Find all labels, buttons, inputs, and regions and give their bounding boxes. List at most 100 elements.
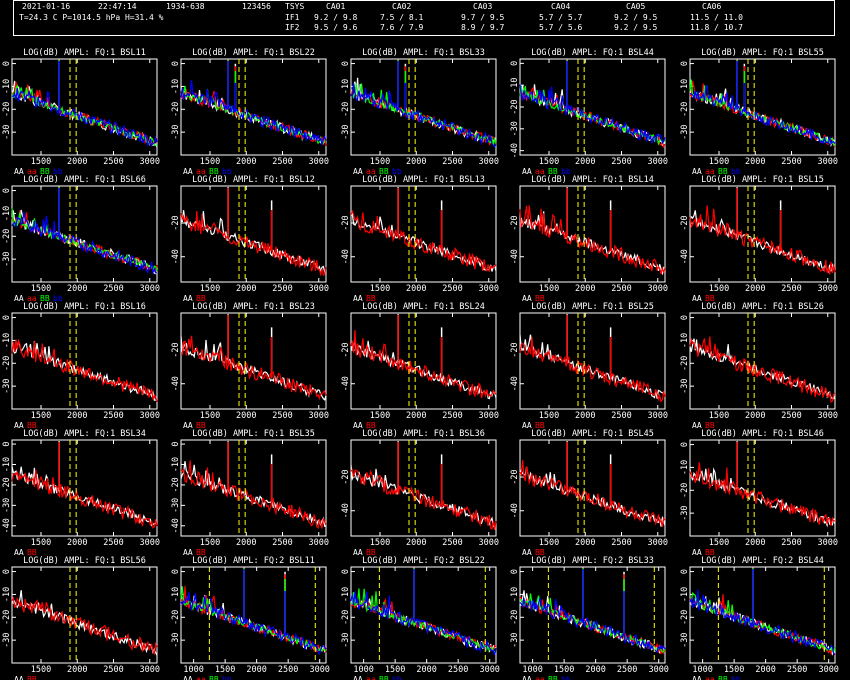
x-tick-label: 2000 [67, 411, 87, 421]
header-id: 123456 [242, 2, 271, 11]
series-AA [11, 339, 158, 401]
chart-title: LOG(dB) AMPL: FQ:2 BSL11 [192, 556, 315, 566]
antenna-ca01: CA01 [326, 2, 346, 11]
plot-frame [519, 566, 666, 664]
y-tick-label: -40 [2, 518, 12, 533]
x-tick-label: 1500 [539, 284, 559, 294]
legend-aa: aa [27, 167, 37, 176]
plot-frame [689, 566, 836, 664]
x-tick-label: 1000 [353, 665, 373, 675]
y-tick-label: 0 [2, 188, 12, 193]
chart-2: LOG(dB) AMPL: FQ:1 BSL33 1500 2000 2500 3000… [341, 48, 499, 176]
x-tick-label: 3000 [818, 538, 838, 548]
x-tick-label: 1500 [370, 538, 390, 548]
legend-AA: AA [522, 421, 532, 430]
x-tick-label: 3000 [140, 411, 160, 421]
legend-BB: BB [40, 167, 50, 176]
series-BB [519, 593, 666, 653]
legend-BB: BB [196, 294, 206, 303]
x-tick-label: 2500 [103, 538, 123, 548]
series-bb [689, 589, 836, 655]
y-tick-label: -20 [2, 477, 12, 492]
legend-BB: BB [718, 167, 728, 176]
y-tick-label: -40 [510, 249, 520, 264]
y-tick-label: -20 [2, 102, 12, 117]
x-tick-label: 1500 [709, 284, 729, 294]
header-if2: IF2 [285, 23, 300, 32]
series-BB [689, 462, 836, 527]
y-tick-label: 0 [2, 315, 12, 320]
chart-14: LOG(dB) AMPL: FQ:1 BSL26 1500 2000 2500 3000… [680, 302, 838, 430]
chart-3: LOG(dB) AMPL: FQ:1 BSL44 1500 2000 2500 3000… [510, 48, 668, 176]
y-tick-label: -40 [171, 249, 181, 264]
chart-1: LOG(dB) AMPL: FQ:1 BSL22 1500 2000 2500 3000… [171, 48, 329, 176]
y-tick-label: -40 [171, 518, 181, 533]
x-tick-label: 3000 [140, 157, 160, 167]
x-tick-label: 2500 [781, 538, 801, 548]
y-tick-label: -10 [510, 587, 520, 602]
x-tick-label: 1500 [31, 284, 51, 294]
x-tick-label: 2000 [67, 538, 87, 548]
header-env: T=24.3 C P=1014.5 hPa H=31.4 % [19, 13, 164, 22]
x-tick-label: 2500 [781, 157, 801, 167]
legend-AA: AA [353, 548, 363, 557]
series-BB [11, 595, 158, 656]
y-tick-label: -10 [341, 79, 351, 94]
y-tick-label: 0 [680, 61, 690, 66]
x-tick-label: 2000 [416, 665, 436, 675]
chart-18: LOG(dB) AMPL: FQ:1 BSL45 1500 2000 2500 3000… [510, 429, 668, 557]
chart-21: LOG(dB) AMPL: FQ:2 BSL11 1000 1500 2000 2500… [171, 556, 330, 680]
y-tick-label: -20 [680, 610, 690, 625]
chart-title: LOG(dB) AMPL: FQ:1 BSL12 [192, 175, 315, 185]
x-tick-label: 2500 [103, 665, 123, 675]
y-tick-label: -20 [510, 610, 520, 625]
chart-15: LOG(dB) AMPL: FQ:1 BSL34 1500 2000 2500 3000… [2, 429, 160, 557]
x-tick-label: 2000 [745, 284, 765, 294]
if2-ca02: 7.6 / 7.9 [380, 23, 424, 32]
x-tick-label: 1500 [554, 665, 574, 675]
series-BB [11, 83, 158, 147]
chart-title: LOG(dB) AMPL: FQ:2 BSL33 [531, 556, 654, 566]
plot-frame [519, 439, 666, 537]
x-tick-label: 1500 [709, 157, 729, 167]
y-tick-label: -30 [341, 124, 351, 139]
chart-title: LOG(dB) AMPL: FQ:1 BSL13 [362, 175, 485, 185]
y-tick-label: 0 [510, 569, 520, 574]
plot-frame [11, 185, 158, 283]
chart-11: LOG(dB) AMPL: FQ:1 BSL23 1500 2000 2500 3000… [171, 302, 329, 430]
y-tick-label: -30 [2, 378, 12, 393]
x-tick-label: 2500 [442, 284, 462, 294]
y-tick-label: -20 [510, 342, 520, 357]
x-tick-label: 3000 [479, 284, 499, 294]
legend-BB: BB [209, 167, 219, 176]
plot-frame [11, 58, 158, 156]
x-tick-label: 3000 [818, 665, 838, 675]
x-tick-label: 1500 [200, 157, 220, 167]
y-tick-label: -20 [510, 469, 520, 484]
x-tick-label: 2500 [272, 538, 292, 548]
series-AA [519, 466, 666, 527]
y-tick-label: -40 [510, 376, 520, 391]
x-tick-label: 3000 [309, 665, 329, 675]
chart-title: LOG(dB) AMPL: FQ:2 BSL44 [701, 556, 824, 566]
x-tick-label: 2500 [103, 157, 123, 167]
x-tick-label: 1500 [709, 411, 729, 421]
y-tick-label: -40 [510, 503, 520, 518]
legend-aa: aa [196, 167, 206, 176]
legend-BB: BB [366, 548, 376, 557]
y-tick-label: 0 [2, 61, 12, 66]
legend-AA: AA [692, 548, 702, 557]
x-tick-label: 3000 [818, 284, 838, 294]
antenna-ca02: CA02 [392, 2, 412, 11]
chart-title: LOG(dB) AMPL: FQ:1 BSL14 [531, 175, 654, 185]
plot-frame [180, 312, 327, 410]
x-tick-label: 2500 [272, 411, 292, 421]
y-tick-label: -10 [171, 79, 181, 94]
x-tick-label: 2500 [278, 665, 298, 675]
x-tick-label: 2000 [575, 157, 595, 167]
x-tick-label: 3000 [309, 157, 329, 167]
x-tick-label: 2000 [67, 157, 87, 167]
x-tick-label: 2000 [745, 411, 765, 421]
plot-frame [519, 312, 666, 410]
